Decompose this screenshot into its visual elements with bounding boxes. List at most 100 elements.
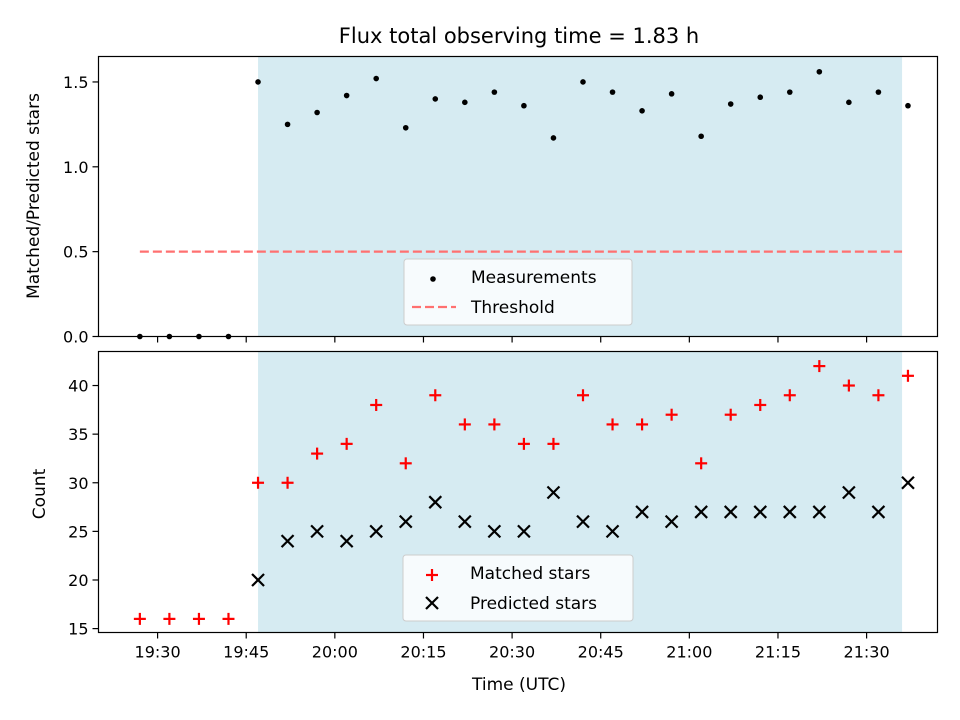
data-point-measurement xyxy=(905,102,911,109)
legend-marker-predicted xyxy=(425,596,439,610)
data-point-matched xyxy=(724,408,737,421)
data-point-matched xyxy=(842,379,855,392)
data-point-predicted xyxy=(339,534,354,548)
data-point-predicted xyxy=(487,524,502,539)
legend-label-measurements: Measurements xyxy=(471,268,597,288)
data-point-measurement xyxy=(668,91,675,97)
data-point-predicted xyxy=(723,505,738,519)
ratio-legend-box xyxy=(403,258,633,326)
y-axis-label-count: Count xyxy=(30,468,50,519)
data-point-matched xyxy=(872,389,885,402)
data-point-measurement xyxy=(698,133,704,140)
x-tick-label: 19:45 xyxy=(223,643,269,662)
data-point-matched xyxy=(399,457,412,470)
count-panel: 15 20 25 30 35 40 19:30 19:45 20:00 20:15 20:30 20:… xyxy=(30,350,939,695)
y-tick-label: 0.5 xyxy=(63,243,88,262)
data-point-measurement xyxy=(314,109,320,116)
legend-label-matched: Matched stars xyxy=(470,564,590,584)
y-tick-label: 30 xyxy=(68,474,88,493)
x-tick-label: 21:30 xyxy=(844,643,890,662)
ratio-panel: 0.0 0.5 1.0 1.5 Matched/Predicted stars Mea… xyxy=(24,55,939,347)
data-point-matched xyxy=(517,437,530,450)
data-point-measurement xyxy=(727,101,734,107)
x-tick-label: 20:30 xyxy=(489,643,535,662)
data-point-predicted xyxy=(635,505,649,519)
data-point-matched xyxy=(340,437,353,450)
y-tick-label: 40 xyxy=(68,377,88,396)
data-point-matched xyxy=(547,437,560,450)
x-tick-label: 21:15 xyxy=(755,643,801,662)
data-point-matched xyxy=(281,476,294,489)
legend-label-predicted: Predicted stars xyxy=(470,594,597,614)
ratio-legend: Measurements Threshold xyxy=(403,258,633,326)
x-tick-label: 21:00 xyxy=(666,643,712,662)
legend-marker-matched xyxy=(426,569,438,581)
data-point-predicted xyxy=(812,505,827,519)
y-tick-label: 1.0 xyxy=(63,158,88,177)
x-tick-label: 20:00 xyxy=(312,643,358,662)
data-point-matched xyxy=(488,418,501,431)
data-point-predicted xyxy=(251,573,265,587)
data-point-matched xyxy=(606,418,619,431)
data-point-matched xyxy=(192,612,205,625)
data-point-measurement xyxy=(255,79,261,85)
x-tick-label: 20:15 xyxy=(400,643,446,662)
data-point-predicted xyxy=(517,524,531,539)
y-tick-label: 25 xyxy=(68,522,88,541)
data-point-matched xyxy=(901,369,914,382)
data-point-predicted xyxy=(871,505,886,519)
count-legend: Matched stars Predicted stars xyxy=(402,554,634,622)
data-point-matched xyxy=(813,360,826,373)
data-point-predicted xyxy=(310,524,324,539)
data-point-measurement xyxy=(432,96,439,102)
data-point-measurement xyxy=(343,92,350,99)
data-point-predicted xyxy=(753,505,768,519)
data-point-measurement xyxy=(373,75,379,82)
data-point-matched xyxy=(252,476,265,489)
data-point-measurement xyxy=(875,89,882,95)
count-panel-frame xyxy=(97,350,939,634)
data-point-measurement xyxy=(639,108,645,114)
data-point-measurement xyxy=(580,79,586,85)
data-point-predicted xyxy=(664,514,679,529)
data-point-matched xyxy=(222,612,235,625)
y-tick-label: 1.5 xyxy=(63,73,88,92)
y-tick-label: 15 xyxy=(68,620,88,639)
ratio-panel-frame xyxy=(97,55,939,338)
data-point-predicted xyxy=(605,524,620,539)
data-point-matched xyxy=(754,398,767,411)
y-tick-label: 35 xyxy=(68,425,88,444)
x-axis-label: Time (UTC) xyxy=(471,675,566,695)
x-tick-label: 19:30 xyxy=(135,643,181,662)
data-point-predicted xyxy=(428,495,443,509)
data-point-predicted xyxy=(576,514,590,529)
data-point-measurement xyxy=(402,124,409,131)
data-point-measurement xyxy=(284,121,291,128)
data-point-predicted xyxy=(398,514,413,529)
data-point-measurement xyxy=(846,99,852,106)
data-point-measurement xyxy=(816,68,823,75)
data-point-matched xyxy=(695,457,708,470)
data-point-matched xyxy=(783,389,796,402)
legend-label-threshold: Threshold xyxy=(470,298,555,318)
data-point-matched xyxy=(163,612,176,625)
y-tick-label: 20 xyxy=(68,571,88,590)
data-point-matched xyxy=(370,398,383,411)
data-point-matched xyxy=(311,447,324,460)
data-point-predicted xyxy=(369,524,383,539)
data-point-predicted xyxy=(901,475,915,490)
y-tick-label: 0.0 xyxy=(63,328,88,347)
data-point-predicted xyxy=(280,534,295,548)
x-tick-label: 20:45 xyxy=(578,643,624,662)
legend-marker-measurements xyxy=(430,276,436,282)
data-point-matched xyxy=(665,408,678,421)
data-point-predicted xyxy=(546,485,561,500)
data-point-measurement xyxy=(491,89,498,95)
data-point-predicted xyxy=(842,485,856,500)
chart-title: Flux total observing time = 1.83 h xyxy=(339,24,699,48)
data-point-measurement xyxy=(521,102,527,109)
data-point-predicted xyxy=(694,505,708,519)
data-point-matched xyxy=(458,418,471,431)
data-point-matched xyxy=(133,612,146,625)
